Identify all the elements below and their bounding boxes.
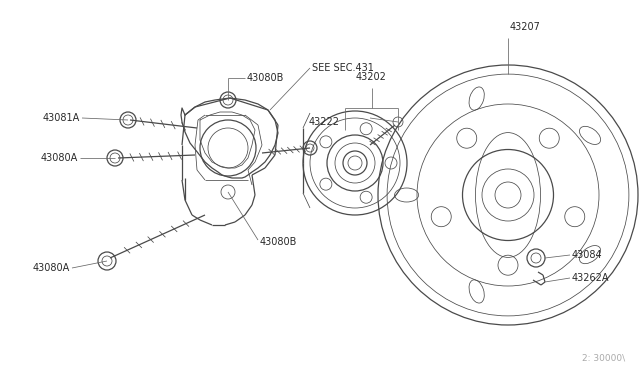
Text: SEE SEC.431: SEE SEC.431	[312, 63, 374, 73]
Text: 43080A: 43080A	[33, 263, 70, 273]
Text: 43262A: 43262A	[572, 273, 609, 283]
Text: 43202: 43202	[356, 72, 387, 82]
Text: 43080B: 43080B	[260, 237, 298, 247]
Text: 43081A: 43081A	[43, 113, 80, 123]
Text: 43080B: 43080B	[247, 73, 284, 83]
Text: 43222: 43222	[309, 117, 340, 127]
Text: 2: 30000\: 2: 30000\	[582, 353, 625, 362]
Text: 43080A: 43080A	[41, 153, 78, 163]
Text: 43207: 43207	[510, 22, 541, 32]
Text: 43084: 43084	[572, 250, 603, 260]
